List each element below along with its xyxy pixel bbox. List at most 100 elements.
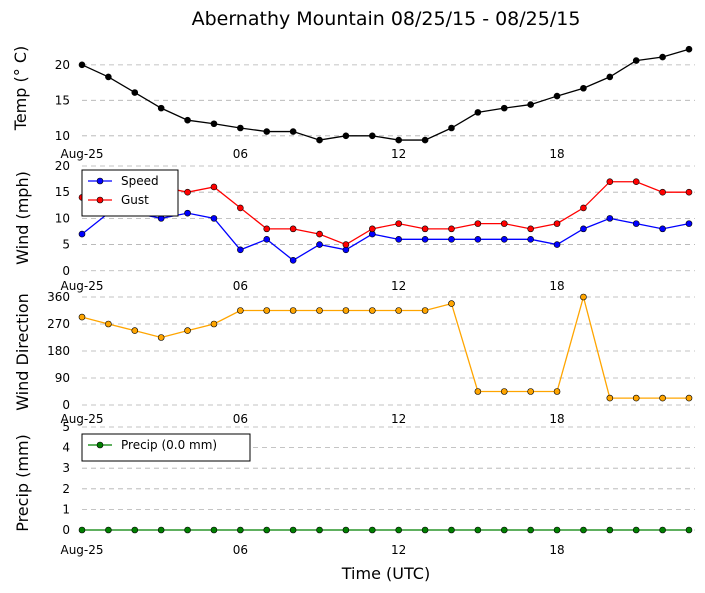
speed-point — [448, 236, 455, 243]
legend-box — [81, 169, 179, 217]
x-tick-label: 06 — [233, 543, 248, 557]
speed-point — [237, 246, 244, 254]
precip-point — [184, 526, 191, 534]
direction-point — [78, 313, 86, 321]
temp-point — [342, 132, 350, 140]
temp-point — [131, 89, 139, 96]
y-tick-label: 3 — [62, 461, 70, 475]
temp-point — [606, 73, 614, 81]
x-tick-label: Aug-25 — [60, 279, 103, 293]
x-tick-label: 18 — [549, 412, 564, 426]
temp-point — [237, 124, 244, 132]
gust-point — [289, 225, 297, 233]
speed-line — [81, 212, 690, 262]
gust-point — [685, 188, 693, 196]
y-tick-label: 10 — [55, 129, 70, 143]
y-axis-label: Temp (° C) — [11, 46, 30, 131]
temp-point — [157, 104, 165, 112]
gust-point — [369, 225, 376, 233]
direction-point — [157, 334, 165, 341]
direction-point — [237, 307, 244, 314]
x-tick-label: Aug-25 — [60, 412, 103, 426]
precip-point — [263, 526, 271, 534]
x-tick-label: 12 — [391, 543, 406, 557]
temp-point — [316, 136, 323, 144]
temp-point — [632, 57, 640, 64]
speed-point — [474, 236, 482, 243]
y-tick-label: 0 — [62, 398, 70, 412]
direction-line — [81, 294, 689, 399]
precip-point — [685, 526, 693, 534]
speed-point — [263, 236, 271, 243]
gust-point — [659, 188, 666, 196]
direction-point — [131, 327, 139, 334]
x-tick-label: 06 — [233, 279, 248, 293]
gust-line — [81, 181, 689, 246]
x-tick-label: 18 — [549, 543, 564, 557]
precip-point — [369, 526, 376, 534]
temp-line — [81, 48, 690, 141]
x-axis-label: Time (UTC) — [341, 564, 430, 583]
gust-point — [474, 220, 482, 227]
gust-point — [395, 220, 402, 227]
temp-point — [263, 128, 271, 135]
speed-point — [210, 215, 218, 222]
x-tick-label: 18 — [549, 147, 564, 161]
direction-point — [342, 307, 350, 314]
precip-point — [527, 526, 534, 534]
legend-label: Gust — [121, 193, 149, 207]
precip-point — [580, 526, 587, 534]
direction-point — [527, 388, 534, 395]
y-tick-label: 15 — [55, 185, 70, 199]
direction-point — [184, 327, 191, 334]
legend-swatch-marker — [96, 441, 104, 449]
gust-point — [580, 204, 587, 212]
gust-point — [184, 188, 191, 196]
gust-point — [210, 183, 218, 191]
temp-point — [685, 45, 693, 53]
temp-point — [500, 104, 508, 112]
precip-point — [395, 526, 402, 534]
precip-point — [78, 526, 86, 534]
temp-point — [184, 116, 191, 124]
direction-point — [448, 300, 455, 307]
speed-point — [606, 215, 614, 222]
temp-point — [448, 124, 455, 132]
y-tick-label: 5 — [62, 420, 70, 434]
x-tick-label: 12 — [391, 279, 406, 293]
precip-point — [105, 526, 112, 534]
temp-point — [421, 136, 429, 144]
legend-label: Speed — [121, 174, 159, 188]
direction-point — [500, 388, 508, 395]
legend-label: Precip (0.0 mm) — [121, 438, 217, 452]
x-tick-label: 12 — [391, 412, 406, 426]
temp-point — [474, 109, 482, 116]
speed-point — [421, 236, 429, 243]
temp-point — [289, 128, 297, 135]
speed-point — [685, 220, 693, 227]
speed-point — [395, 236, 402, 243]
gust-point — [606, 178, 614, 186]
direction-point — [210, 320, 218, 328]
direction-point — [606, 394, 614, 402]
direction-point — [395, 307, 402, 314]
speed-point — [184, 209, 191, 217]
precip-point — [500, 526, 508, 534]
precip-point — [606, 526, 614, 534]
x-tick-label: Aug-25 — [60, 543, 103, 557]
temp-point — [210, 120, 218, 128]
panel-3: 0 90 180 270 360 Aug-25 06 12 18 Wind Direction — [13, 290, 695, 426]
gust-point — [316, 230, 323, 238]
speed-point — [632, 220, 640, 227]
gust-point — [342, 241, 350, 248]
y-tick-label: 15 — [55, 93, 70, 107]
temp-point — [369, 132, 376, 140]
direction-point — [421, 307, 429, 314]
direction-point — [474, 388, 482, 395]
panel-2: 0 5 10 15 20 Aug-25 06 12 18 Wind (mph) Speed Gust — [13, 159, 695, 293]
speed-point — [553, 241, 561, 248]
legend-swatch-marker — [96, 196, 104, 204]
temp-point — [105, 73, 112, 81]
precip-point — [421, 526, 429, 534]
